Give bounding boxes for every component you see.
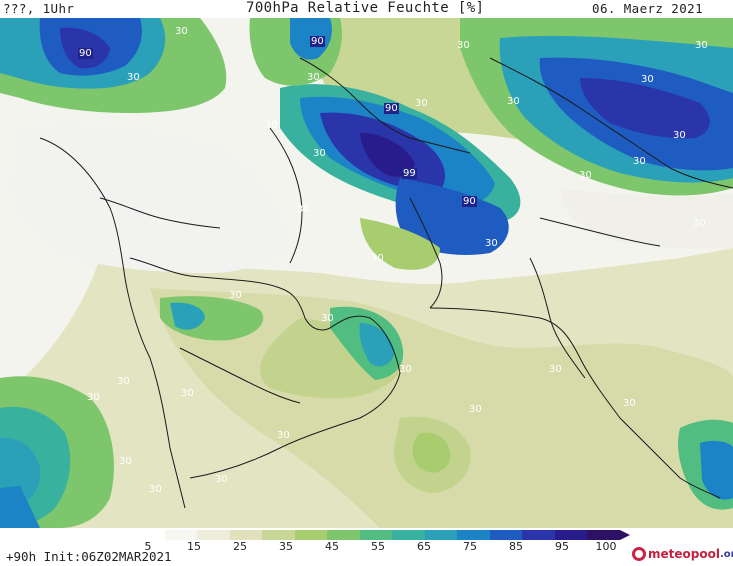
colorbar-segment <box>489 530 523 540</box>
colorbar-tick-label: 15 <box>187 540 201 553</box>
colorbar-segment <box>132 530 165 540</box>
colorbar-tick-label: 35 <box>279 540 293 553</box>
colorbar-tick-label: 65 <box>417 540 431 553</box>
colorbar-tick-label: 85 <box>509 540 523 553</box>
colorbar-segment <box>359 530 393 540</box>
contour-label: 30 <box>181 388 194 399</box>
colorbar-tick-label: 95 <box>555 540 569 553</box>
contour-label: 30 <box>265 120 278 131</box>
colorbar-max-arrow <box>620 530 630 540</box>
contour-label: 30 <box>277 430 290 441</box>
contour-label: 30 <box>507 96 520 107</box>
colorbar-segment <box>164 530 198 540</box>
contour-label: 30 <box>485 238 498 249</box>
colorbar-segment <box>457 530 490 540</box>
colorbar <box>132 530 620 540</box>
humidity-map: 90 90 90 99 90 30 30 30 30 30 30 30 30 3… <box>0 18 733 528</box>
contour-label: 30 <box>693 218 706 229</box>
contour-label: 30 <box>119 456 132 467</box>
colorbar-tick-label: 5 <box>144 540 152 553</box>
humidity-field-svg <box>0 18 733 528</box>
colorbar-segment <box>262 530 295 540</box>
colorbar-tick-label: 45 <box>325 540 339 553</box>
contour-label: 30 <box>313 148 326 159</box>
contour-label: 30 <box>579 170 592 181</box>
colorbar-tick-label: 25 <box>233 540 247 553</box>
colorbar-tick-label: 55 <box>371 540 385 553</box>
contour-label: 30 <box>229 290 242 301</box>
contour-label: 30 <box>549 364 562 375</box>
contour-label: 90 <box>310 36 325 47</box>
contour-label: 30 <box>149 484 162 495</box>
run-info-label: +90h Init:06Z02MAR2021 <box>6 549 172 564</box>
contour-label: 30 <box>321 313 334 324</box>
contour-label: 30 <box>371 253 384 264</box>
brand-tld: .org <box>719 548 733 560</box>
contour-label: 90 <box>462 196 477 207</box>
map-title: 700hPa Relative Feuchte [%] <box>246 0 485 16</box>
colorbar-tick-label: 75 <box>463 540 477 553</box>
contour-label: 30 <box>215 474 228 485</box>
colorbar-segment <box>424 530 458 540</box>
contour-label: 90 <box>78 48 93 59</box>
contour-label: 30 <box>297 204 310 215</box>
header-bar: ???, 1Uhr 700hPa Relative Feuchte [%] 06… <box>0 0 733 18</box>
contour-label: 30 <box>623 398 636 409</box>
contour-label: 30 <box>127 72 140 83</box>
contour-label: 30 <box>307 72 320 83</box>
colorbar-segment <box>294 530 328 540</box>
legend-area: 5 15 25 35 45 55 65 75 85 95 100 +90h Init:06Z02MA… <box>0 528 733 566</box>
contour-label: 30 <box>399 364 412 375</box>
contour-label: 30 <box>415 98 428 109</box>
contour-label: 30 <box>641 74 654 85</box>
contour-label: 30 <box>695 40 708 51</box>
contour-label: 30 <box>117 376 130 387</box>
contour-label: 90 <box>384 103 399 114</box>
contour-label: 30 <box>87 392 100 403</box>
colorbar-segment <box>392 530 425 540</box>
valid-date-label: 06. Maerz 2021 <box>592 1 703 16</box>
contour-label: 99 <box>402 168 417 179</box>
colorbar-segment <box>522 530 555 540</box>
colorbar-tick-label: 100 <box>595 540 617 553</box>
contour-label: 30 <box>175 26 188 37</box>
colorbar-segment <box>587 530 620 540</box>
valid-time-label: ???, 1Uhr <box>3 1 75 16</box>
contour-label: 30 <box>633 156 646 167</box>
brand-logo: meteopool .org <box>632 546 733 562</box>
colorbar-segment <box>229 530 263 540</box>
colorbar-segment <box>554 530 588 540</box>
brand-logo-icon <box>632 547 646 561</box>
colorbar-segment <box>197 530 230 540</box>
contour-label: 30 <box>673 130 686 141</box>
brand-name: meteopool <box>648 547 720 561</box>
contour-label: 30 <box>457 40 470 51</box>
contour-label: 30 <box>469 404 482 415</box>
colorbar-segment <box>327 530 360 540</box>
